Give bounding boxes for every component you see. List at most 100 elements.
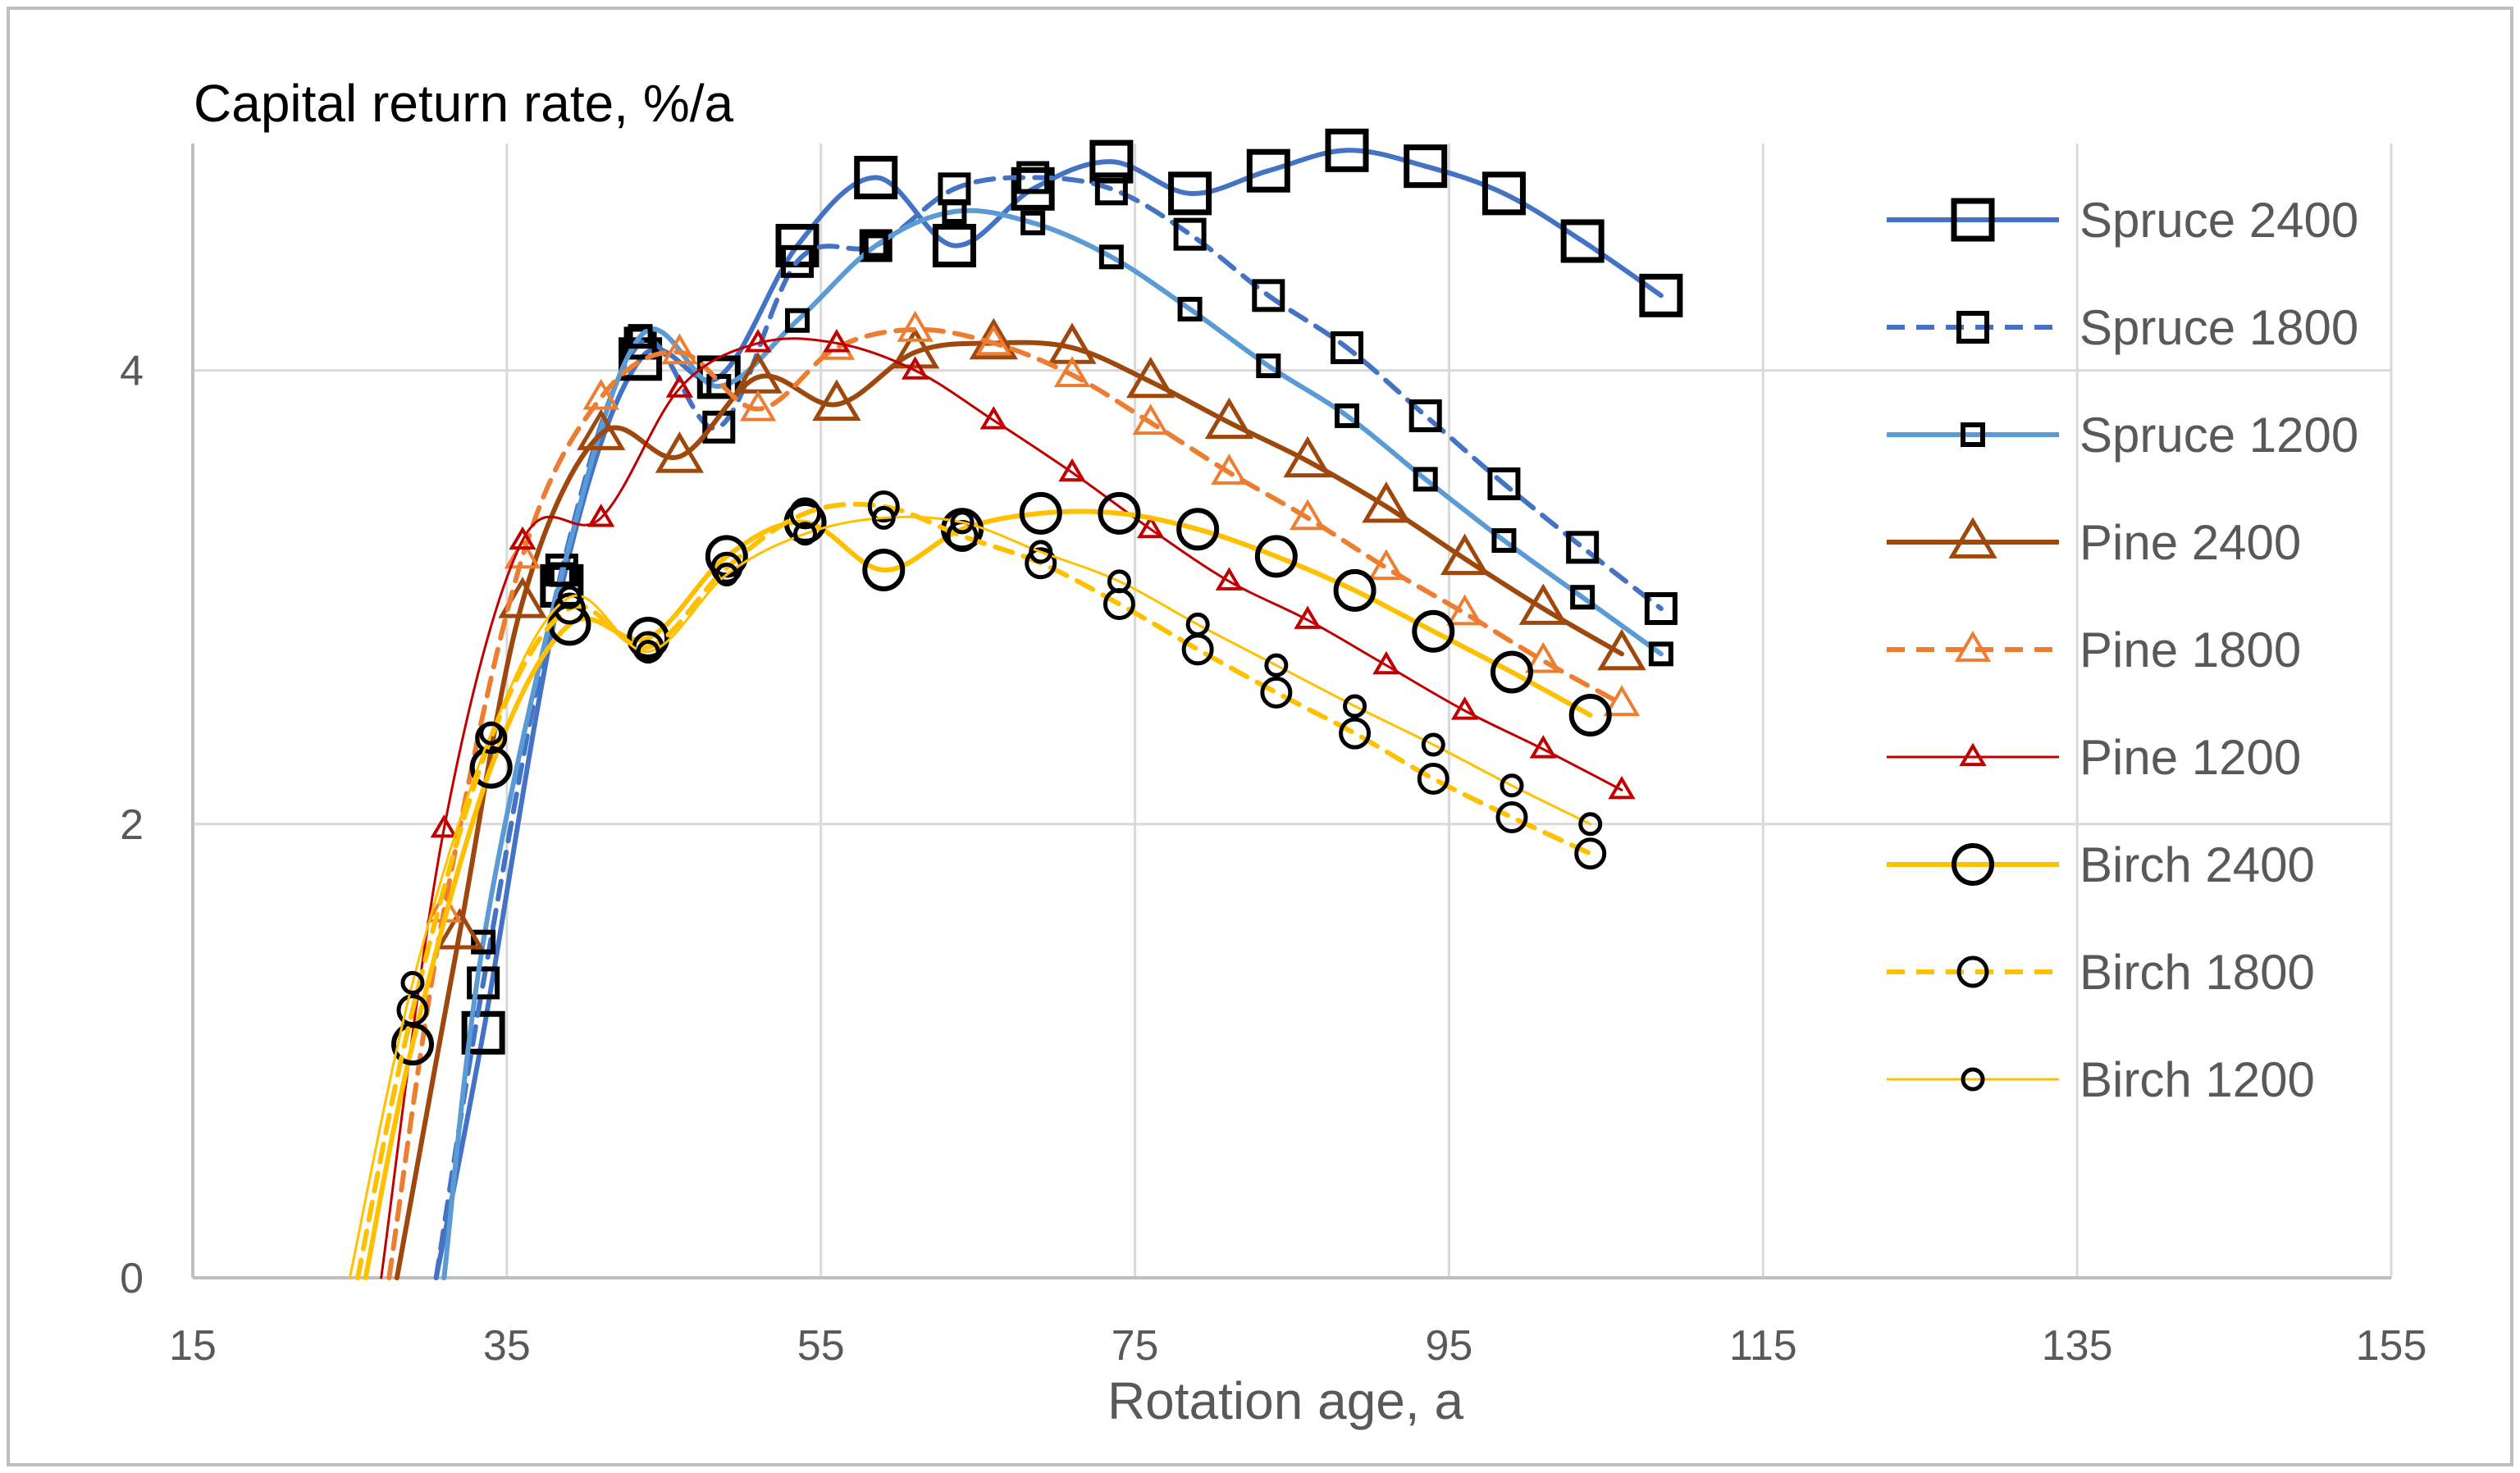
data-point-pine-1200 <box>1058 458 1086 482</box>
legend-marker-spruce-1200 <box>1961 422 1985 447</box>
data-point-spruce-1200 <box>1020 210 1046 235</box>
legend-label-spruce-2400: Spruce 2400 <box>2079 193 2358 248</box>
data-point-spruce-1200 <box>706 373 732 399</box>
data-point-spruce-1200 <box>471 929 496 955</box>
series-line-birch-1200 <box>348 515 1592 1279</box>
series-pine-1200 <box>380 329 1636 1279</box>
data-point-pine-1200 <box>1529 735 1557 759</box>
data-point-spruce-1200 <box>1413 467 1438 492</box>
data-point-pine-1200 <box>587 504 615 527</box>
data-point-spruce-1200 <box>1491 528 1517 554</box>
data-point-pine-2400 <box>1126 356 1176 399</box>
data-point-spruce-1200 <box>1570 585 1596 610</box>
data-point-spruce-1800 <box>467 966 500 1000</box>
data-point-birch-1200 <box>714 563 739 587</box>
data-point-birch-1800 <box>867 490 900 523</box>
data-point-birch-1200 <box>400 970 425 995</box>
data-point-spruce-1800 <box>1094 172 1128 206</box>
x-tick-label: 75 <box>1112 1322 1159 1370</box>
data-point-pine-1200 <box>901 356 929 380</box>
data-point-birch-2400 <box>1491 650 1533 694</box>
data-point-pine-1800 <box>1289 499 1326 531</box>
data-point-pine-1200 <box>430 814 458 838</box>
data-point-birch-1200 <box>950 510 975 535</box>
data-point-pine-1200 <box>1215 567 1244 591</box>
legend-marker-pine-1200 <box>1959 742 1987 767</box>
data-point-pine-1800 <box>661 333 698 365</box>
data-point-spruce-1200 <box>1256 353 1281 379</box>
data-point-pine-2400 <box>577 408 626 450</box>
data-point-pine-1800 <box>1446 594 1483 626</box>
data-point-pine-1800 <box>897 310 934 342</box>
x-tick-label: 15 <box>169 1322 217 1370</box>
data-point-pine-1800 <box>1053 356 1091 387</box>
legend-marker-pine-1800 <box>1954 631 1992 662</box>
data-point-birch-1200 <box>871 505 896 530</box>
data-point-birch-1800 <box>1417 762 1449 795</box>
data-point-pine-1800 <box>582 378 619 410</box>
data-point-pine-1800 <box>975 324 1012 356</box>
legend-marker-spruce-1800 <box>1956 311 1989 344</box>
data-point-birch-1200 <box>1421 732 1445 757</box>
data-point-pine-1800 <box>1132 404 1169 436</box>
data-point-birch-2400 <box>1098 491 1141 535</box>
data-point-pine-1200 <box>509 526 536 550</box>
data-point-spruce-2400 <box>1011 166 1055 211</box>
legend-marker-birch-2400 <box>1952 843 1994 886</box>
series-pine-1800 <box>386 310 1641 1280</box>
data-point-birch-1200 <box>1500 773 1524 798</box>
data-point-birch-1200 <box>636 640 660 664</box>
data-point-spruce-2400 <box>932 223 976 267</box>
series-line-pine-1800 <box>386 326 1624 1280</box>
legend-label-pine-1800: Pine 1800 <box>2079 622 2301 677</box>
data-point-pine-1800 <box>1211 454 1248 485</box>
data-point-birch-2400 <box>1333 568 1376 612</box>
data-point-pine-1800 <box>1603 685 1641 717</box>
data-point-pine-2400 <box>1204 397 1254 440</box>
y-tick-label: 2 <box>120 801 144 849</box>
data-point-pine-1200 <box>1608 775 1636 800</box>
x-tick-label: 115 <box>1729 1322 1797 1370</box>
x-tick-label: 95 <box>1426 1322 1473 1370</box>
data-point-pine-1800 <box>1367 549 1405 581</box>
legend-label-birch-2400: Birch 2400 <box>2079 837 2315 892</box>
data-point-spruce-2400 <box>1168 171 1212 216</box>
data-point-spruce-1800 <box>1173 217 1207 251</box>
data-point-spruce-1800 <box>781 244 814 278</box>
y-tick-label: 4 <box>120 348 144 395</box>
data-point-spruce-1200 <box>1648 641 1673 667</box>
legend-item-birch-1800: Birch 1800 <box>1887 945 2315 1000</box>
x-tick-label: 35 <box>483 1322 531 1370</box>
data-point-pine-2400 <box>1440 533 1490 576</box>
legend-item-pine-2400: Pine 2400 <box>1887 515 2301 570</box>
data-point-spruce-1200 <box>863 233 888 258</box>
chart-title: Capital return rate, %/a <box>194 74 734 133</box>
gridlines <box>193 144 2393 1278</box>
data-point-birch-1800 <box>710 551 743 584</box>
x-tick-label: 135 <box>2042 1322 2113 1370</box>
data-point-spruce-1800 <box>623 326 657 360</box>
data-point-spruce-1800 <box>1408 399 1442 432</box>
x-tick-label: 155 <box>2356 1322 2427 1370</box>
data-point-birch-1800 <box>1025 547 1057 580</box>
data-point-spruce-1800 <box>1331 331 1363 364</box>
data-point-pine-2400 <box>890 326 940 369</box>
data-point-spruce-1800 <box>1016 161 1050 194</box>
data-point-birch-2400 <box>1254 535 1298 578</box>
data-point-birch-2400 <box>627 616 670 659</box>
legend-marker-pine-2400 <box>1948 517 1997 559</box>
data-point-pine-2400 <box>655 431 705 473</box>
legend-item-pine-1200: Pine 1200 <box>1887 730 2301 785</box>
legend-marker-spruce-2400 <box>1951 198 1995 242</box>
data-point-spruce-2400 <box>1560 219 1605 263</box>
series-line-birch-2400 <box>363 508 1593 1280</box>
data-point-spruce-2400 <box>1325 128 1369 172</box>
data-point-spruce-1800 <box>859 229 892 262</box>
data-point-birch-1800 <box>1339 717 1372 750</box>
legend-label-birch-1800: Birch 1800 <box>2079 945 2315 1000</box>
data-point-spruce-1200 <box>785 308 810 333</box>
data-point-pine-2400 <box>1597 628 1646 671</box>
data-point-birch-1800 <box>396 994 429 1027</box>
data-point-pine-2400 <box>812 379 861 421</box>
chart-border <box>7 7 2513 1466</box>
